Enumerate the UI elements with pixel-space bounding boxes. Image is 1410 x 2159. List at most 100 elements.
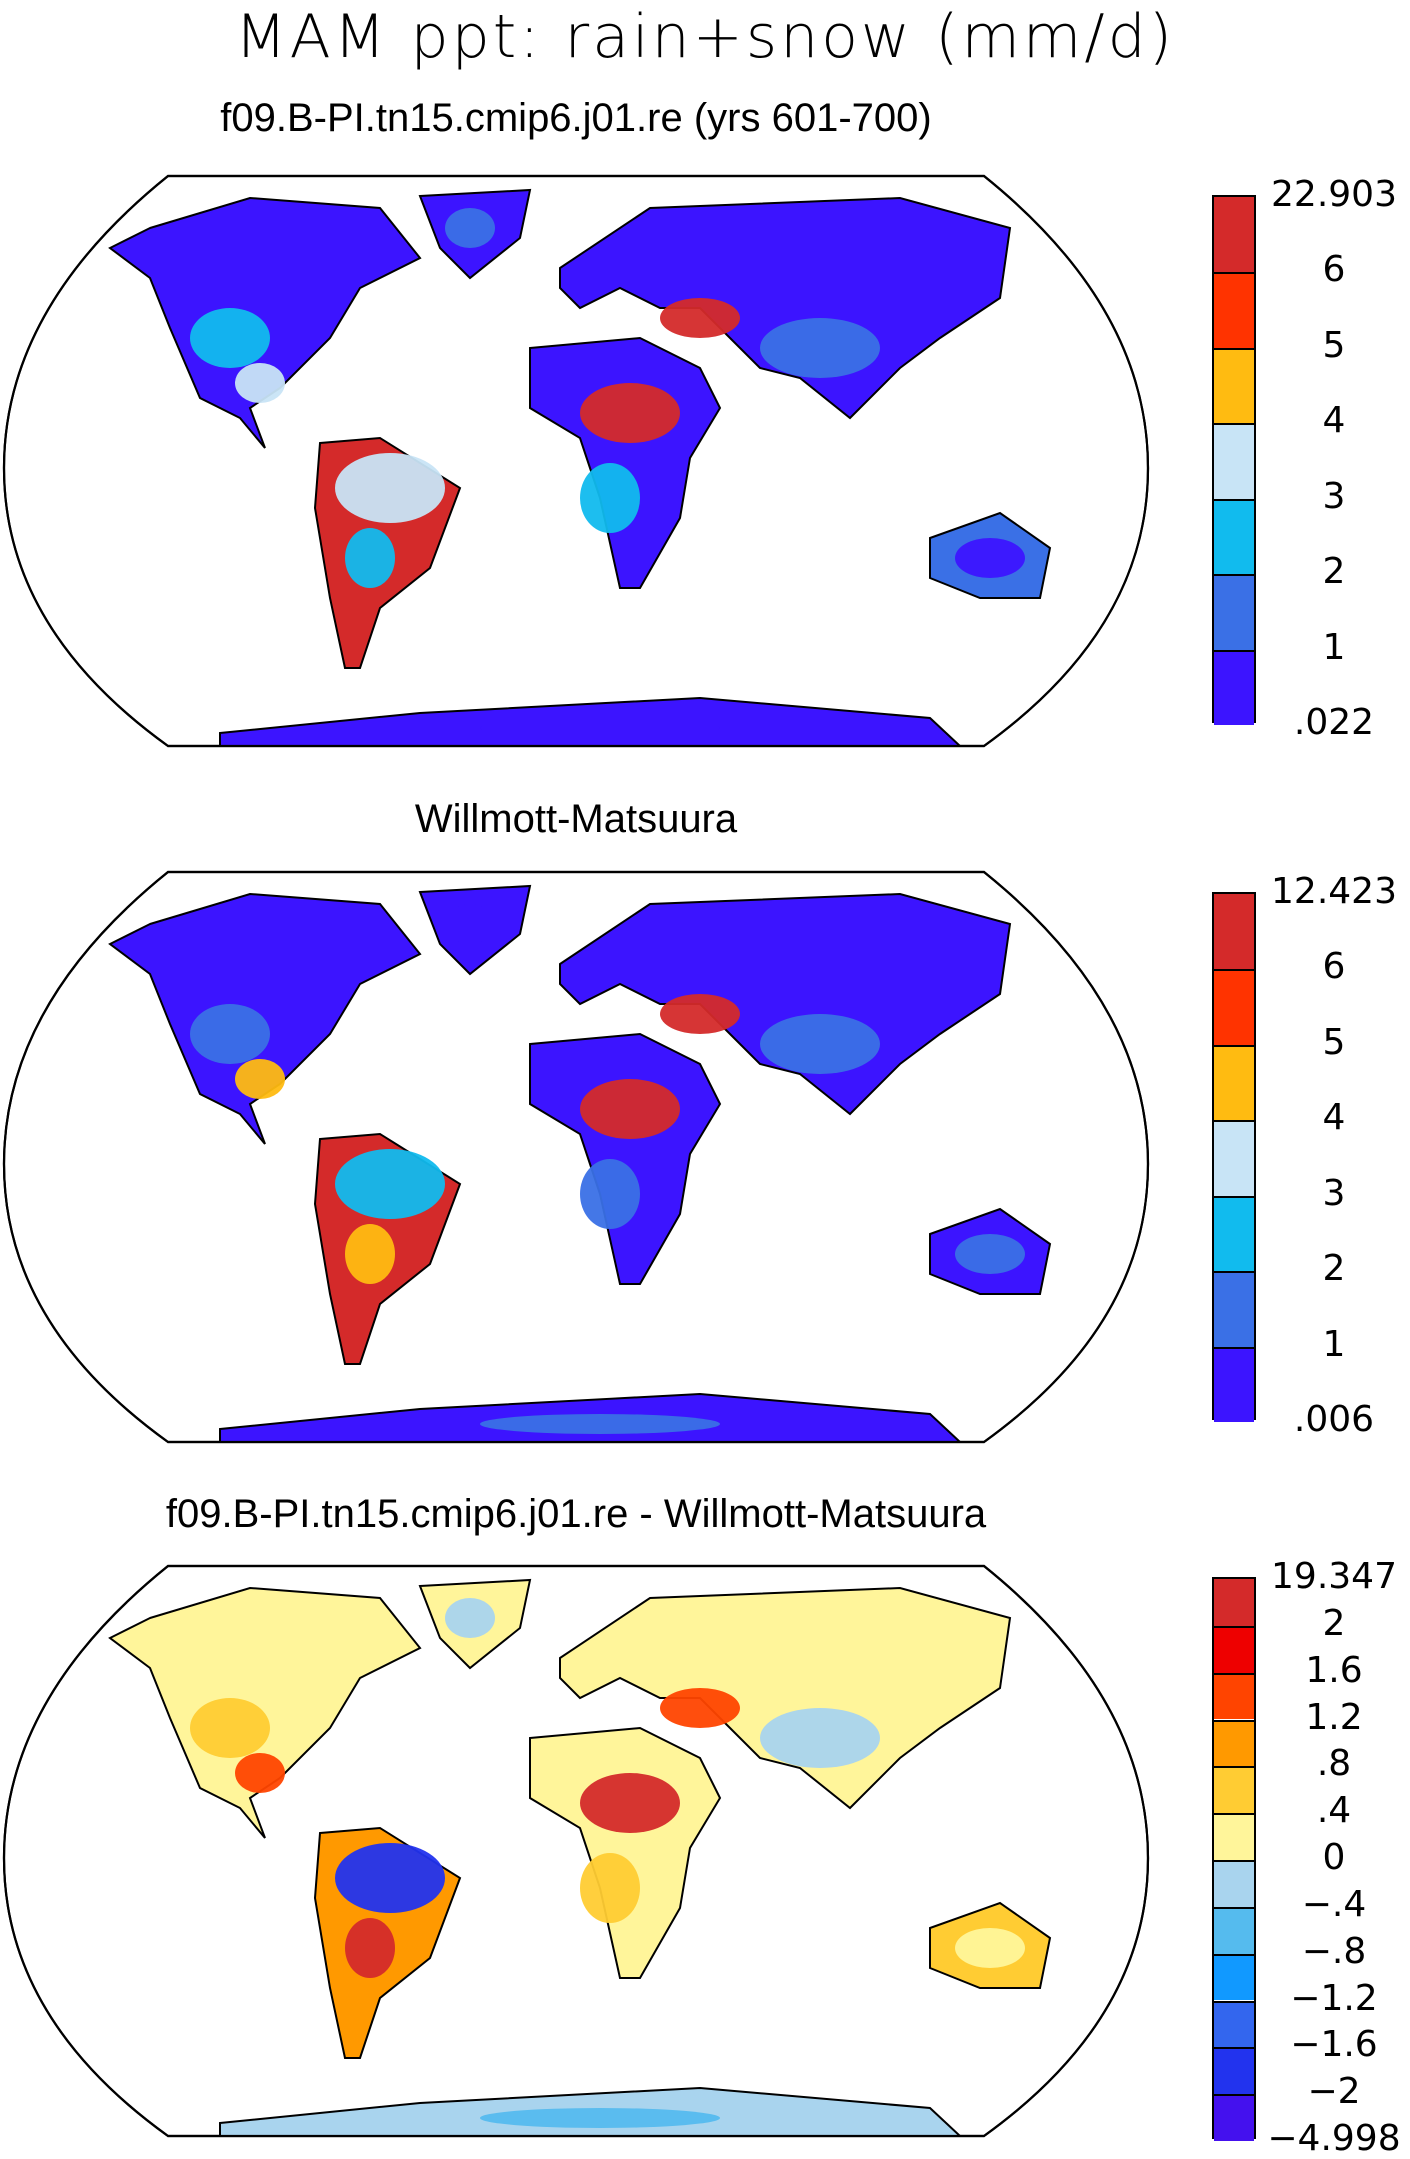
colorbar-tick-label: 4 bbox=[1322, 1097, 1346, 1139]
continent-greenland bbox=[418, 884, 532, 976]
colorbar-segment bbox=[1214, 574, 1254, 650]
colorbar-tick-label: 5 bbox=[1322, 1021, 1346, 1063]
continent-eurasia bbox=[559, 196, 1012, 420]
colorbar-segment bbox=[1214, 423, 1254, 499]
continent-shape bbox=[559, 196, 1012, 420]
precip-region bbox=[760, 1708, 880, 1768]
colorbar-segment bbox=[1214, 2047, 1254, 2095]
map-frame-outline bbox=[2, 174, 1150, 748]
continent-shape bbox=[108, 196, 422, 449]
precip-region bbox=[445, 904, 495, 944]
precip-region bbox=[580, 383, 680, 443]
colorbar-segment bbox=[1214, 2094, 1254, 2141]
colorbar-tick-label: −1.2 bbox=[1290, 1977, 1378, 2019]
precip-region bbox=[445, 208, 495, 248]
continent-southAmerica bbox=[313, 436, 462, 669]
colorbar-3 bbox=[1212, 1577, 1256, 2141]
precip-region bbox=[190, 1698, 270, 1758]
colorbar-tick-label: 3 bbox=[1322, 475, 1346, 517]
colorbar-tick-label: .006 bbox=[1293, 1399, 1375, 1440]
continent-australia bbox=[929, 1901, 1052, 1989]
precip-region bbox=[235, 1753, 285, 1793]
map-panel-1 bbox=[2, 174, 1150, 748]
colorbar-tick-label: −2 bbox=[1307, 2071, 1361, 2113]
colorbar-segment bbox=[1214, 1906, 1254, 1954]
colorbar-segment bbox=[1214, 649, 1254, 725]
colorbar-segment bbox=[1214, 272, 1254, 348]
colorbar-tick-label: 1 bbox=[1322, 626, 1346, 668]
colorbar-segment bbox=[1214, 1195, 1254, 1272]
precip-region bbox=[955, 1234, 1025, 1274]
precip-region bbox=[335, 453, 445, 523]
colorbar-tick-label: 2 bbox=[1322, 1602, 1346, 1644]
precip-region bbox=[480, 718, 720, 738]
colorbar-segment bbox=[1214, 1120, 1254, 1196]
precip-region bbox=[190, 308, 270, 368]
colorbar-segment bbox=[1214, 894, 1254, 970]
colorbar-segment bbox=[1214, 1044, 1254, 1121]
precip-region bbox=[955, 1928, 1025, 1968]
precip-region bbox=[445, 1598, 495, 1638]
colorbar-segment bbox=[1214, 1579, 1254, 1626]
colorbar-tick-label: 2 bbox=[1322, 551, 1346, 593]
continent-greenland bbox=[418, 188, 532, 280]
colorbar-tick-label: 22.903 bbox=[1271, 174, 1397, 215]
continent-shape bbox=[108, 892, 422, 1145]
colorbar-tick-label: 4 bbox=[1322, 400, 1346, 442]
continent-australia bbox=[929, 511, 1052, 599]
colorbar-tick-label: .8 bbox=[1316, 1743, 1352, 1785]
colorbar-segment bbox=[1214, 1672, 1254, 1720]
colorbar-tick-label: 5 bbox=[1322, 324, 1346, 366]
colorbar-tick-label: −1.6 bbox=[1290, 2024, 1378, 2066]
precip-region bbox=[580, 1079, 680, 1139]
continent-eurasia bbox=[559, 1586, 1012, 1810]
precip-region bbox=[660, 994, 740, 1034]
colorbar-tick-label: −.8 bbox=[1301, 1930, 1367, 1972]
precip-region bbox=[660, 298, 740, 338]
colorbar-segment bbox=[1214, 1860, 1254, 1907]
colorbar-segment bbox=[1214, 969, 1254, 1045]
continent-australia bbox=[929, 1207, 1052, 1295]
colorbar-segment bbox=[1214, 197, 1254, 273]
precip-region bbox=[760, 1014, 880, 1074]
colorbar-1 bbox=[1212, 195, 1256, 725]
colorbar-tick-label: −4.998 bbox=[1267, 2118, 1401, 2159]
precip-region bbox=[580, 1773, 680, 1833]
continent-antarctica bbox=[219, 2086, 963, 2137]
colorbar-tick-label: 1 bbox=[1322, 1323, 1346, 1365]
precip-region bbox=[580, 463, 640, 533]
precip-region bbox=[760, 318, 880, 378]
colorbar-segment bbox=[1214, 1813, 1254, 1860]
continent-shape bbox=[559, 1586, 1012, 1810]
panel-3-title: f09.B-PI.tn15.cmip6.j01.re - Willmott-Ma… bbox=[165, 1492, 987, 1536]
continent-northAmerica bbox=[108, 196, 422, 449]
continent-northAmerica bbox=[108, 892, 422, 1145]
colorbar-tick-label: 0 bbox=[1322, 1837, 1346, 1878]
colorbar-segment bbox=[1214, 2000, 1254, 2048]
colorbar-tick-label: 19.347 bbox=[1271, 1556, 1397, 1597]
main-title: MAM ppt: rain+snow (mm/d) bbox=[234, 2, 1176, 72]
colorbar-tick-label: .4 bbox=[1316, 1790, 1352, 1832]
colorbar-tick-label: 6 bbox=[1322, 249, 1346, 291]
precip-region bbox=[580, 1159, 640, 1229]
colorbar-tick-label: 1.2 bbox=[1305, 1696, 1363, 1738]
precip-region bbox=[335, 1149, 445, 1219]
colorbar-segment bbox=[1214, 498, 1254, 575]
colorbar-tick-label: .022 bbox=[1293, 702, 1375, 743]
map-panel-2 bbox=[2, 870, 1150, 1444]
colorbar-tick-label: 3 bbox=[1322, 1172, 1346, 1214]
precip-region bbox=[335, 1843, 445, 1913]
precip-region bbox=[955, 538, 1025, 578]
colorbar-tick-label: 6 bbox=[1322, 946, 1346, 988]
precip-region bbox=[480, 1414, 720, 1434]
continent-africa bbox=[529, 1726, 722, 1979]
continent-southAmerica bbox=[313, 1132, 462, 1365]
precip-region bbox=[345, 528, 395, 588]
precip-region bbox=[235, 1059, 285, 1099]
precip-region bbox=[580, 1853, 640, 1923]
colorbar-segment bbox=[1214, 1271, 1254, 1347]
continent-shape bbox=[559, 892, 1012, 1116]
continent-shape bbox=[108, 1586, 422, 1839]
colorbar-2 bbox=[1212, 892, 1256, 1422]
precip-region bbox=[345, 1918, 395, 1978]
